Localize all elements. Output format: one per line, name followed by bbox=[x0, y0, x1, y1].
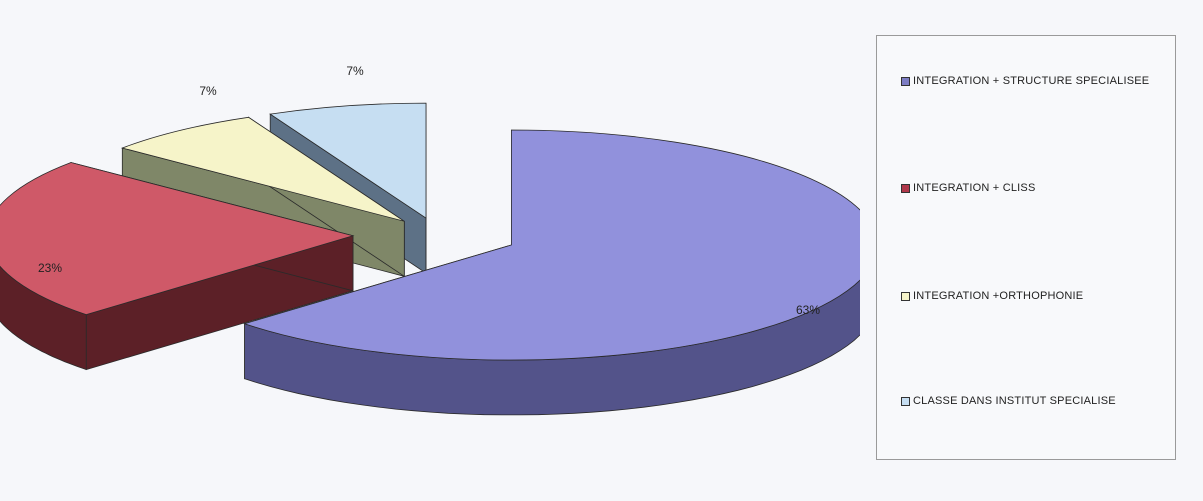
pie-slice-cliss bbox=[0, 162, 355, 316]
legend-label: INTEGRATION + CLISS bbox=[913, 182, 1036, 194]
legend-swatch bbox=[901, 77, 910, 86]
legend-swatch bbox=[901, 292, 910, 301]
legend-swatch bbox=[901, 397, 910, 406]
legend-item-structure-specialisee: INTEGRATION + STRUCTURE SPECIALISEE bbox=[901, 74, 1166, 89]
legend-label: INTEGRATION +ORTHOPHONIE bbox=[913, 290, 1084, 302]
pie-chart: 63% 23% 7% 7% bbox=[0, 64, 860, 416]
data-label: 7% bbox=[199, 84, 217, 98]
data-label: 23% bbox=[38, 261, 62, 275]
data-label: 63% bbox=[796, 303, 820, 317]
pie-slice-structure-specialisee bbox=[243, 129, 860, 361]
legend-label: INTEGRATION + STRUCTURE SPECIALISEE bbox=[913, 75, 1150, 87]
legend-item-cliss: INTEGRATION + CLISS bbox=[901, 181, 1166, 196]
legend-item-orthophonie: INTEGRATION +ORTHOPHONIE bbox=[901, 289, 1166, 304]
legend-swatch bbox=[901, 184, 910, 193]
pie-slice-orthophonie bbox=[120, 116, 405, 222]
data-labels: 63% 23% 7% 7% bbox=[38, 64, 820, 317]
legend: INTEGRATION + STRUCTURE SPECIALISEE INTE… bbox=[876, 35, 1176, 460]
legend-label: CLASSE DANS INSTITUT SPECIALISE bbox=[913, 395, 1116, 407]
pie-tops bbox=[0, 102, 860, 361]
legend-item-institut-specialise: CLASSE DANS INSTITUT SPECIALISE bbox=[901, 394, 1166, 409]
pie-slice-institut-specialise bbox=[269, 102, 427, 219]
data-label: 7% bbox=[346, 64, 364, 78]
